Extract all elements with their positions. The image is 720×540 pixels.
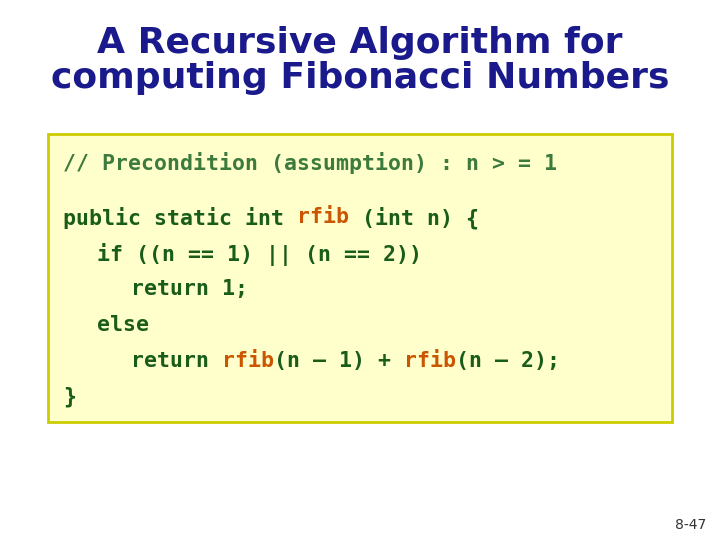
Text: rfib: rfib (222, 351, 274, 371)
Text: public static int: public static int (63, 207, 297, 229)
Text: (n – 2);: (n – 2); (456, 351, 560, 371)
Text: rfib: rfib (297, 207, 349, 227)
Text: return: return (131, 351, 222, 371)
Text: 8-47: 8-47 (675, 518, 706, 532)
Text: (int n) {: (int n) { (349, 207, 479, 229)
Text: A Recursive Algorithm for: A Recursive Algorithm for (97, 26, 623, 60)
Text: // Precondition (assumption) : n > = 1: // Precondition (assumption) : n > = 1 (63, 152, 557, 174)
Text: else: else (97, 315, 149, 335)
Text: (n – 1) +: (n – 1) + (274, 351, 404, 371)
Text: computing Fibonacci Numbers: computing Fibonacci Numbers (50, 61, 670, 95)
Text: rfib: rfib (404, 351, 456, 371)
Text: }: } (63, 387, 76, 408)
Text: return 1;: return 1; (131, 279, 248, 299)
FancyBboxPatch shape (48, 134, 672, 422)
Text: if ((n == 1) || (n == 2)): if ((n == 1) || (n == 2)) (97, 243, 422, 266)
